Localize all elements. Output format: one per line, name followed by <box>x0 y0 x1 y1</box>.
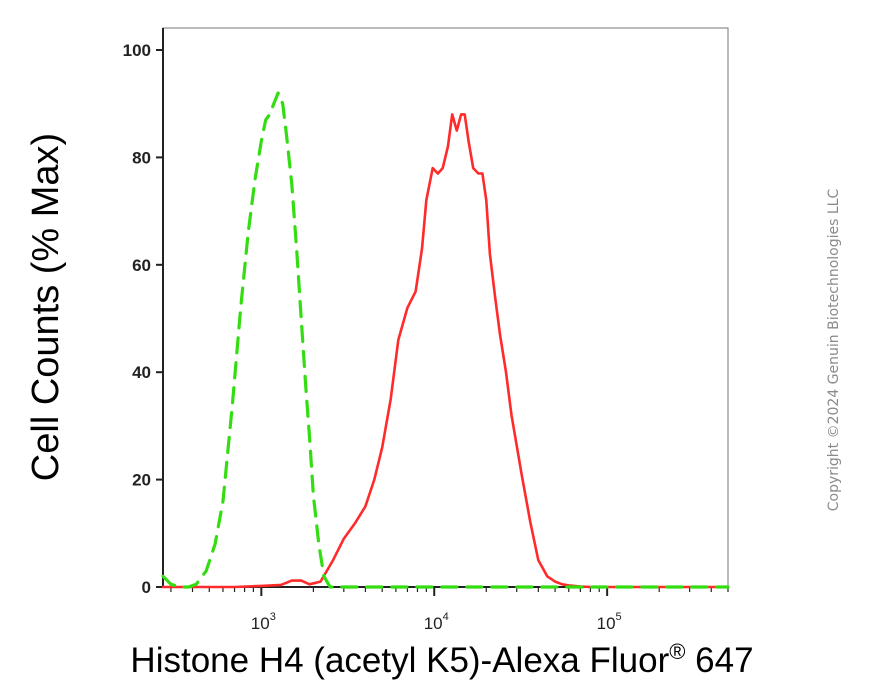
series-layer <box>161 91 730 589</box>
y-tick-label: 80 <box>132 148 151 167</box>
x-axis-label-reg: ® <box>669 639 685 664</box>
x-axis-label-main: Histone H4 (acetyl K5)-Alexa Fluor <box>130 641 669 680</box>
y-tick-label: 100 <box>123 41 151 60</box>
copyright-notice: Copyright ©2024 Genuin Biotechnologies L… <box>826 189 842 512</box>
sample-histogram-curve <box>161 113 730 589</box>
y-tick-label: 20 <box>132 471 151 490</box>
y-tick-label: 0 <box>142 578 151 597</box>
y-axis-label: Cell Counts (% Max) <box>25 133 67 481</box>
x-axis-label: Histone H4 (acetyl K5)-Alexa Fluor® 647 <box>130 639 753 680</box>
plot-frame <box>162 27 729 588</box>
y-tick-label: 40 <box>132 363 151 382</box>
y-axis-ticks: 0 20 40 60 80 100 <box>123 41 163 597</box>
x-tick-label: 105 <box>597 611 622 633</box>
x-tick-label: 103 <box>251 611 276 633</box>
x-axis-label-tail: 647 <box>685 641 753 680</box>
control-histogram-curve <box>161 91 730 589</box>
y-tick-label: 60 <box>132 256 151 275</box>
x-axis-ticks: 103 104 105 <box>170 587 729 633</box>
x-tick-label: 104 <box>424 611 449 633</box>
